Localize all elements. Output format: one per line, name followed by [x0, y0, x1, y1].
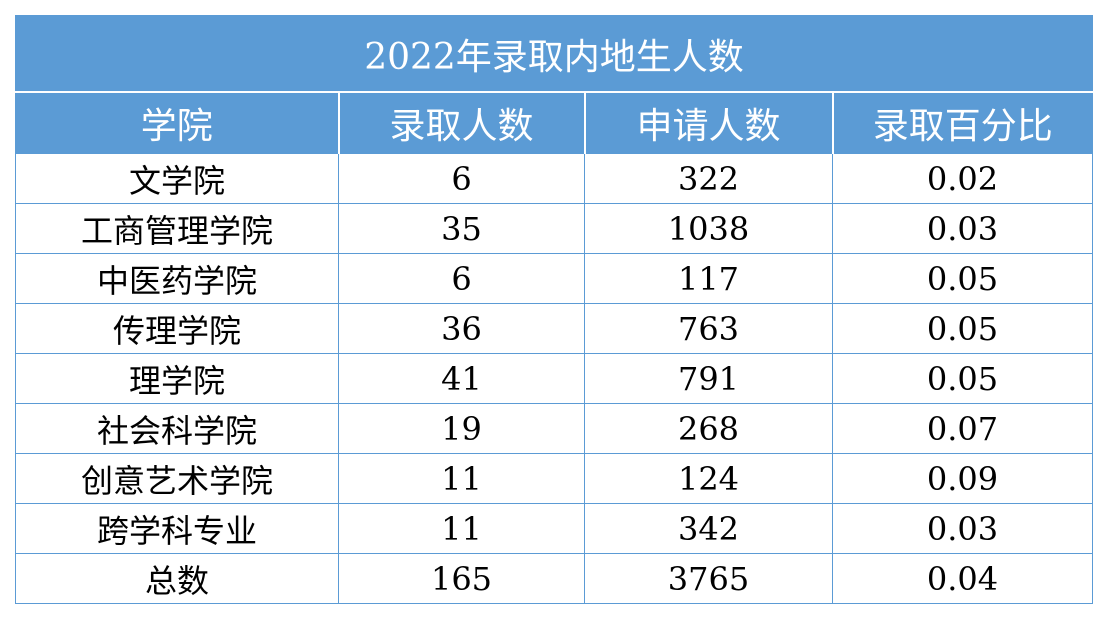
table-total-row: 总数 165 3765 0.04: [15, 553, 1093, 604]
cell-applicants: 763: [584, 303, 833, 354]
cell-rate: 0.05: [832, 253, 1093, 304]
cell-rate: 0.03: [832, 503, 1093, 554]
cell-total-applicants: 3765: [584, 553, 833, 604]
cell-admitted: 6: [338, 153, 585, 204]
table-row: 文学院 6 322 0.02: [15, 153, 1093, 204]
cell-applicants: 342: [584, 503, 833, 554]
cell-applicants: 791: [584, 353, 833, 404]
cell-rate: 0.03: [832, 203, 1093, 254]
cell-college: 跨学科专业: [15, 503, 339, 554]
cell-rate: 0.05: [832, 303, 1093, 354]
table-row: 跨学科专业 11 342 0.03: [15, 503, 1093, 554]
table-title-row: 2022年录取内地生人数: [15, 15, 1093, 93]
cell-admitted: 36: [338, 303, 585, 354]
header-admission-rate: 录取百分比: [831, 91, 1093, 154]
cell-applicants: 322: [584, 153, 833, 204]
table-row: 工商管理学院 35 1038 0.03: [15, 203, 1093, 254]
cell-applicants: 1038: [584, 203, 833, 254]
cell-college: 社会科学院: [15, 403, 339, 454]
cell-applicants: 268: [584, 403, 833, 454]
cell-rate: 0.02: [832, 153, 1093, 204]
cell-applicants: 124: [584, 453, 833, 504]
header-applicant-count: 申请人数: [583, 91, 834, 154]
header-college: 学院: [15, 91, 340, 154]
cell-admitted: 6: [338, 253, 585, 304]
header-admitted-count: 录取人数: [337, 91, 586, 154]
table-row: 创意艺术学院 11 124 0.09: [15, 453, 1093, 504]
admissions-table: 2022年录取内地生人数 学院 录取人数 申请人数 录取百分比 文学院 6 32…: [15, 15, 1093, 604]
cell-college: 文学院: [15, 153, 339, 204]
table-row: 社会科学院 19 268 0.07: [15, 403, 1093, 454]
cell-college: 工商管理学院: [15, 203, 339, 254]
table-header-row: 学院 录取人数 申请人数 录取百分比: [15, 91, 1093, 154]
cell-admitted: 19: [338, 403, 585, 454]
admissions-table-container: 2022年录取内地生人数 学院 录取人数 申请人数 录取百分比 文学院 6 32…: [15, 15, 1093, 604]
table-row: 理学院 41 791 0.05: [15, 353, 1093, 404]
cell-college: 中医药学院: [15, 253, 339, 304]
cell-admitted: 35: [338, 203, 585, 254]
cell-rate: 0.09: [832, 453, 1093, 504]
cell-applicants: 117: [584, 253, 833, 304]
table-title: 2022年录取内地生人数: [15, 15, 1093, 93]
cell-college: 理学院: [15, 353, 339, 404]
table-row: 中医药学院 6 117 0.05: [15, 253, 1093, 304]
cell-college: 创意艺术学院: [15, 453, 339, 504]
table-row: 传理学院 36 763 0.05: [15, 303, 1093, 354]
cell-admitted: 11: [338, 503, 585, 554]
cell-college: 传理学院: [15, 303, 339, 354]
cell-rate: 0.05: [832, 353, 1093, 404]
cell-rate: 0.07: [832, 403, 1093, 454]
cell-total-admitted: 165: [338, 553, 585, 604]
cell-admitted: 11: [338, 453, 585, 504]
table-body: 文学院 6 322 0.02 工商管理学院 35 1038 0.03 中医药学院…: [15, 153, 1093, 604]
cell-admitted: 41: [338, 353, 585, 404]
cell-total-rate: 0.04: [832, 553, 1093, 604]
cell-total-label: 总数: [15, 553, 339, 604]
